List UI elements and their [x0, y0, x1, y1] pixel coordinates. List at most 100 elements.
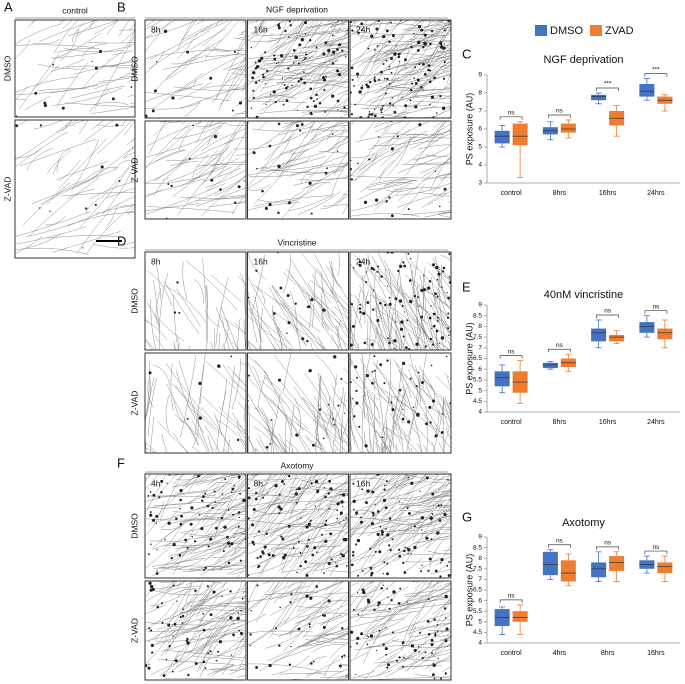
debris	[237, 185, 241, 189]
debris	[202, 612, 205, 615]
debris	[173, 495, 175, 497]
debris	[382, 35, 386, 39]
debris	[433, 618, 436, 621]
debris	[252, 96, 255, 100]
debris	[295, 433, 299, 437]
significance-label: ns	[604, 308, 612, 315]
debris	[368, 111, 371, 113]
debris	[354, 365, 358, 369]
debris	[438, 205, 441, 208]
debris	[257, 530, 261, 533]
debris	[359, 303, 362, 306]
debris	[82, 247, 84, 249]
debris	[333, 423, 336, 426]
debris	[396, 659, 399, 662]
debris	[355, 642, 359, 645]
box	[639, 322, 655, 333]
debris	[316, 98, 319, 100]
debris	[230, 491, 233, 494]
debris	[423, 274, 425, 277]
y-tick-label: 5.5	[473, 608, 482, 615]
debris	[148, 371, 152, 375]
debris	[418, 123, 422, 127]
debris	[436, 316, 439, 319]
debris	[368, 81, 372, 84]
debris	[416, 78, 420, 82]
debris	[407, 476, 410, 479]
debris	[204, 566, 207, 570]
debris	[269, 93, 272, 95]
significance-label: ns	[652, 544, 660, 551]
debris	[147, 666, 151, 670]
debris	[181, 614, 185, 618]
row-label: DMSO	[129, 56, 139, 82]
debris	[218, 640, 223, 644]
debris	[202, 628, 206, 632]
debris	[391, 408, 395, 412]
debris	[401, 305, 404, 308]
debris	[227, 561, 231, 565]
debris	[418, 63, 421, 66]
debris	[324, 171, 328, 175]
debris	[427, 633, 431, 636]
debris	[158, 496, 161, 499]
debris	[443, 61, 446, 64]
debris	[352, 608, 355, 611]
debris	[336, 509, 339, 512]
debris	[290, 645, 292, 648]
debris	[390, 214, 394, 218]
debris	[314, 480, 319, 484]
micrograph	[350, 121, 451, 219]
micrograph-border	[144, 352, 247, 454]
box	[591, 94, 607, 101]
debris	[365, 373, 370, 378]
x-tick-label: 24hrs	[647, 190, 665, 197]
debris	[305, 594, 309, 598]
debris	[382, 584, 384, 586]
debris	[308, 181, 312, 185]
debris	[398, 60, 401, 63]
debris	[386, 359, 389, 362]
debris	[299, 564, 302, 568]
debris	[401, 641, 405, 645]
debris	[430, 638, 434, 642]
debris	[165, 658, 168, 661]
debris	[358, 260, 362, 264]
significance-label: ns	[556, 537, 564, 544]
column-label: 4h	[151, 478, 161, 488]
debris	[371, 511, 375, 515]
debris	[398, 299, 403, 303]
row-label: DMSO	[129, 288, 139, 314]
debris	[178, 553, 182, 557]
debris	[260, 56, 264, 60]
debris	[413, 77, 416, 79]
debris	[336, 69, 340, 73]
debris	[303, 58, 306, 60]
debris	[173, 622, 177, 626]
debris	[186, 637, 189, 641]
debris	[275, 627, 278, 630]
debris	[323, 78, 327, 82]
debris	[357, 162, 359, 165]
debris	[231, 487, 235, 491]
debris	[315, 46, 318, 49]
debris	[149, 584, 154, 589]
debris	[378, 301, 382, 305]
debris	[297, 62, 300, 65]
debris	[431, 652, 433, 655]
debris	[237, 525, 240, 528]
debris	[364, 444, 368, 448]
debris	[416, 412, 420, 417]
debris	[417, 25, 422, 29]
debris	[383, 77, 386, 80]
debris	[296, 571, 298, 574]
debris	[436, 531, 440, 535]
debris	[206, 504, 210, 508]
debris	[374, 550, 377, 553]
debris	[287, 524, 291, 528]
debris	[100, 165, 104, 169]
debris	[151, 587, 155, 592]
debris	[287, 474, 291, 478]
debris	[311, 443, 315, 447]
panel-title: control	[62, 5, 88, 15]
